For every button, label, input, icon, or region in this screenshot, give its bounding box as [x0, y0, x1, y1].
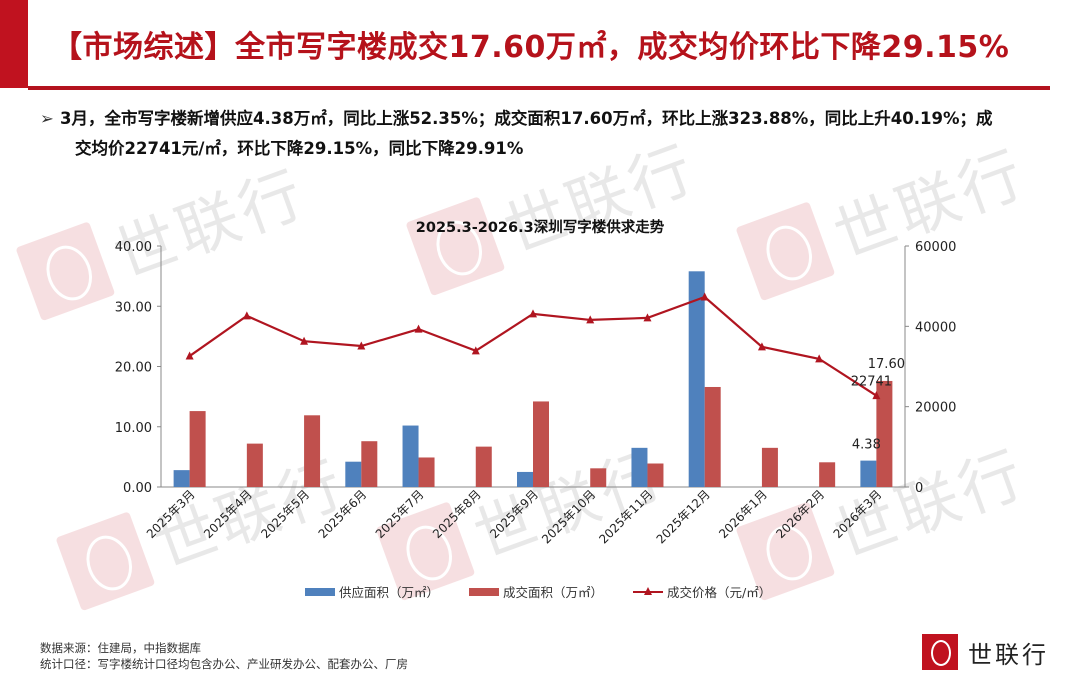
brand-logo-icon [922, 634, 958, 670]
triangle-marker-icon [586, 315, 595, 324]
header-underline [28, 86, 1050, 90]
right-axis-tick: 60000 [915, 240, 956, 255]
x-axis-label: 2026年2月 [773, 487, 827, 541]
left-axis-tick: 30.00 [115, 300, 152, 315]
combo-chart: 0.00 10.00 20.00 30.00 40.00 0 20000 40000 60000… [115, 240, 957, 546]
x-axis-label: 2026年3月 [831, 487, 885, 541]
bar [418, 457, 435, 487]
bar [189, 411, 206, 487]
data-source: 数据来源：住建局，中指数据库 [40, 641, 201, 655]
bar [647, 463, 664, 487]
triangle-marker-icon [815, 354, 824, 363]
price-data-label: 22741 [851, 375, 892, 390]
summary-line-2: 交均价22741元/㎡，环比下降29.15%，同比下降29.91% [75, 139, 524, 158]
triangle-marker-icon [242, 311, 251, 320]
header-accent-bar [0, 0, 28, 88]
bar [304, 415, 321, 487]
bar [246, 443, 263, 487]
triangle-marker-icon [643, 313, 652, 322]
right-axis-tick: 0 [915, 481, 923, 496]
bar [631, 447, 648, 487]
left-axis-tick: 10.00 [115, 421, 152, 436]
brand-logo: 世联行 [922, 634, 1049, 670]
legend-line-triangle-icon [633, 586, 664, 597]
x-axis-label: 2025年9月 [487, 487, 541, 541]
bar [704, 386, 721, 487]
bar [761, 447, 778, 487]
bar [590, 468, 607, 487]
bar [860, 460, 877, 487]
triangle-marker-icon [872, 391, 881, 400]
legend-swatch-blue [305, 587, 335, 596]
bar [402, 425, 419, 487]
bar [345, 461, 362, 487]
triangle-marker-icon [700, 292, 709, 301]
triangle-marker-icon [300, 336, 309, 345]
summary-text: ➢ 3月，全市写字楼新增供应4.38万㎡，同比上涨52.35%；成交面积17.60… [40, 104, 1050, 164]
legend-item-price: 成交价格（元/㎡） [633, 582, 771, 601]
bar [876, 380, 893, 487]
deal-data-label: 17.60 [868, 357, 905, 372]
right-axis-tick: 20000 [915, 401, 956, 416]
x-axis-label: 2025年10月 [539, 487, 598, 546]
triangle-marker-icon [471, 346, 480, 355]
bar [475, 446, 492, 487]
legend-swatch-red [469, 587, 500, 596]
x-axis-label: 2026年1月 [716, 487, 770, 541]
summary-line-1: 3月，全市写字楼新增供应4.38万㎡，同比上涨52.35%；成交面积17.60万… [60, 109, 993, 128]
chart-legend: 供应面积（万㎡） 成交面积（万㎡） 成交价格（元/㎡） [305, 582, 771, 601]
bar [517, 471, 533, 487]
footer-notes: 数据来源：住建局，中指数据库 统计口径：写字楼统计口径均包含办公、产业研发办公、… [40, 640, 408, 672]
x-axis-label: 2025年4月 [201, 487, 255, 541]
x-axis-label: 2025年12月 [654, 487, 713, 546]
triangle-marker-icon [357, 341, 366, 350]
bar [819, 462, 836, 487]
triangle-marker-icon [185, 351, 194, 360]
bar [361, 441, 378, 487]
x-axis-label: 2025年8月 [430, 487, 484, 541]
left-axis-tick: 0.00 [123, 481, 152, 496]
bar [533, 401, 549, 487]
left-axis-tick: 20.00 [115, 361, 152, 376]
statistics-scope: 统计口径：写字楼统计口径均包含办公、产业研发办公、配套办公、厂房 [40, 657, 408, 671]
x-axis-label: 2025年6月 [316, 487, 370, 541]
right-axis-tick: 40000 [915, 320, 956, 335]
chart-title: 2025.3-2026.3深圳写字楼供求走势 [415, 220, 665, 236]
bar [173, 470, 190, 487]
x-axis-label: 2025年11月 [596, 487, 655, 546]
legend-item-supply: 供应面积（万㎡） [305, 582, 439, 601]
bar [688, 271, 705, 487]
triangle-marker-icon [414, 324, 423, 333]
supply-data-label: 4.38 [852, 438, 881, 453]
triangle-marker-icon [529, 309, 537, 318]
bullet-arrow-icon: ➢ [40, 109, 54, 128]
triangle-marker-icon [757, 342, 766, 351]
x-axis-label: 2025年7月 [373, 487, 427, 541]
left-axis-tick: 40.00 [115, 240, 152, 255]
x-axis-label: 2025年5月 [258, 487, 312, 541]
legend-item-deal: 成交面积（万㎡） [469, 582, 603, 601]
page-title: 【市场综述】全市写字楼成交17.60万㎡，成交均价环比下降29.15% [52, 30, 1010, 65]
